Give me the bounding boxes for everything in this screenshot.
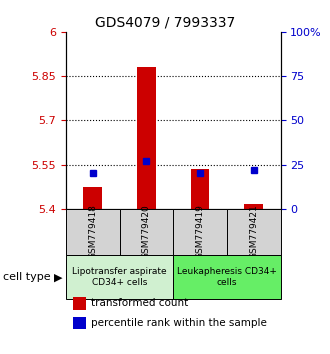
Bar [173,209,227,255]
Bar [83,187,102,209]
Text: GSM779420: GSM779420 [142,205,151,259]
Text: GSM779418: GSM779418 [88,204,97,259]
Bar [227,209,280,255]
Bar [244,205,263,209]
Text: Leukapheresis CD34+
cells: Leukapheresis CD34+ cells [177,267,277,287]
Text: GDS4079 / 7993337: GDS4079 / 7993337 [95,16,235,30]
Bar [119,209,173,255]
Text: GSM779421: GSM779421 [249,205,258,259]
Text: GSM779419: GSM779419 [196,204,205,259]
Bar [173,255,280,299]
Bar [66,209,120,255]
Bar [137,67,156,209]
Text: Lipotransfer aspirate
CD34+ cells: Lipotransfer aspirate CD34+ cells [72,267,167,287]
Text: cell type: cell type [3,272,51,282]
Text: transformed count: transformed count [91,298,188,308]
Bar [66,255,173,299]
Bar [191,169,210,209]
Text: ▶: ▶ [53,272,62,282]
Text: percentile rank within the sample: percentile rank within the sample [91,318,267,328]
